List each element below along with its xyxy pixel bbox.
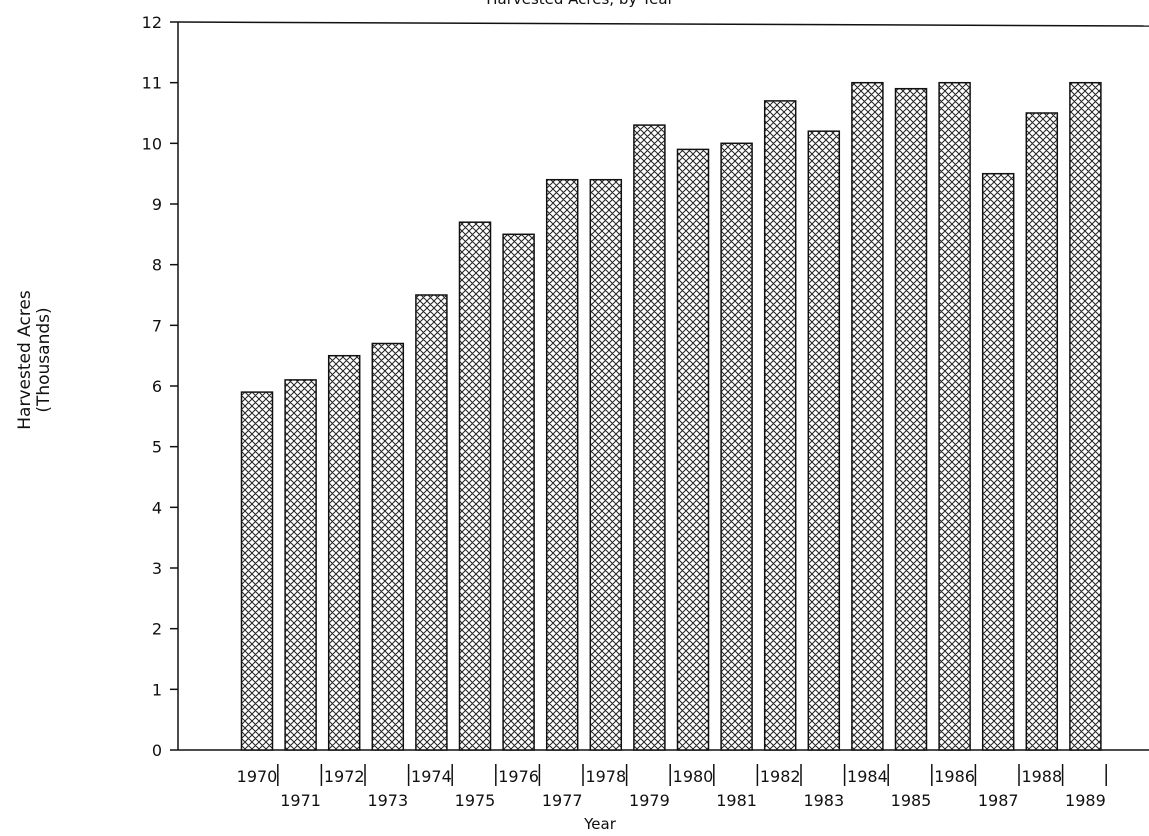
x-tick-label: 1982 [760,767,801,786]
bar-1977 [545,178,579,751]
x-tick-label: 1976 [498,767,539,786]
bar-1972 [327,354,361,751]
bar-1986 [938,81,971,751]
bar-1970 [240,391,274,751]
y-tick-label: 8 [152,256,162,275]
bar-1983 [807,130,841,751]
x-tick-label: 1970 [237,767,278,786]
bar-1987 [981,172,1015,751]
bar-1975 [458,221,492,751]
x-tick-label: 1971 [280,791,321,810]
bar-1988 [1025,112,1059,751]
bar-1981 [720,142,753,751]
x-tick-label: 1983 [803,791,844,810]
bar-1974 [415,294,448,751]
bars [240,81,1102,751]
bar-1985 [894,87,928,751]
bar-1971 [284,379,317,751]
y-tick-label: 5 [152,438,162,457]
x-tick-label: 1987 [978,791,1019,810]
chart-title: Harvested Acres, by Year [330,0,830,8]
x-tick-label: 1975 [455,791,496,810]
y-tick-label: 9 [152,195,162,214]
plot-top-border [177,21,1149,27]
x-tick-label: 1974 [411,767,452,786]
x-tick-label: 1981 [716,791,757,810]
y-tick-label: 6 [152,377,162,396]
x-tick-label: 1985 [891,791,932,810]
bar-1978 [589,178,623,751]
y-tick-label: 4 [152,498,162,517]
y-tick-label: 2 [152,620,162,639]
y-tick-label: 1 [152,680,162,699]
y-tick-label: 0 [152,741,162,760]
y-tick-label: 10 [142,134,162,153]
bar-1979 [633,124,666,751]
x-axis-label: Year [584,815,616,833]
bar-1973 [371,342,405,751]
x-tick-label: 1980 [673,767,714,786]
y-tick-label: 12 [142,13,162,32]
x-tick-label: 1972 [324,767,365,786]
x-tick-label: 1988 [1021,767,1062,786]
x-tick-label: 1989 [1065,791,1106,810]
x-tick-label: 1984 [847,767,888,786]
bar-1984 [851,81,884,751]
bar-1989 [1069,81,1102,751]
bar-1982 [763,100,797,751]
x-tick-labels: 1970197119721973197419751976197719781979… [237,764,1107,810]
y-tick-label: 11 [142,74,162,93]
x-tick-label: 1978 [585,767,626,786]
x-tick-label: 1973 [367,791,408,810]
y-tick-label: 3 [152,559,162,578]
bar-1980 [676,148,710,751]
x-tick-label: 1986 [934,767,975,786]
bar-1976 [502,233,535,751]
x-tick-label: 1977 [542,791,583,810]
x-tick-label: 1979 [629,791,670,810]
y-tick-label: 7 [152,316,162,335]
